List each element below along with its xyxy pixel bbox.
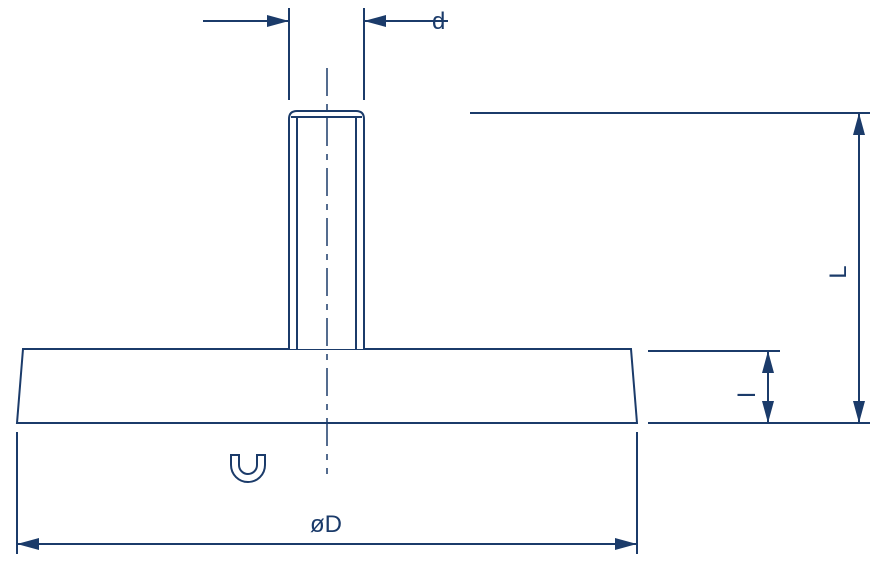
dim-L-label: L	[825, 265, 852, 278]
technical-drawing: d øD Ll	[0, 0, 886, 564]
dim-l-label: l	[734, 392, 761, 397]
dim-d-label: d	[432, 8, 445, 35]
magnet-icon	[231, 455, 265, 482]
dim-D-label: øD	[310, 511, 342, 538]
